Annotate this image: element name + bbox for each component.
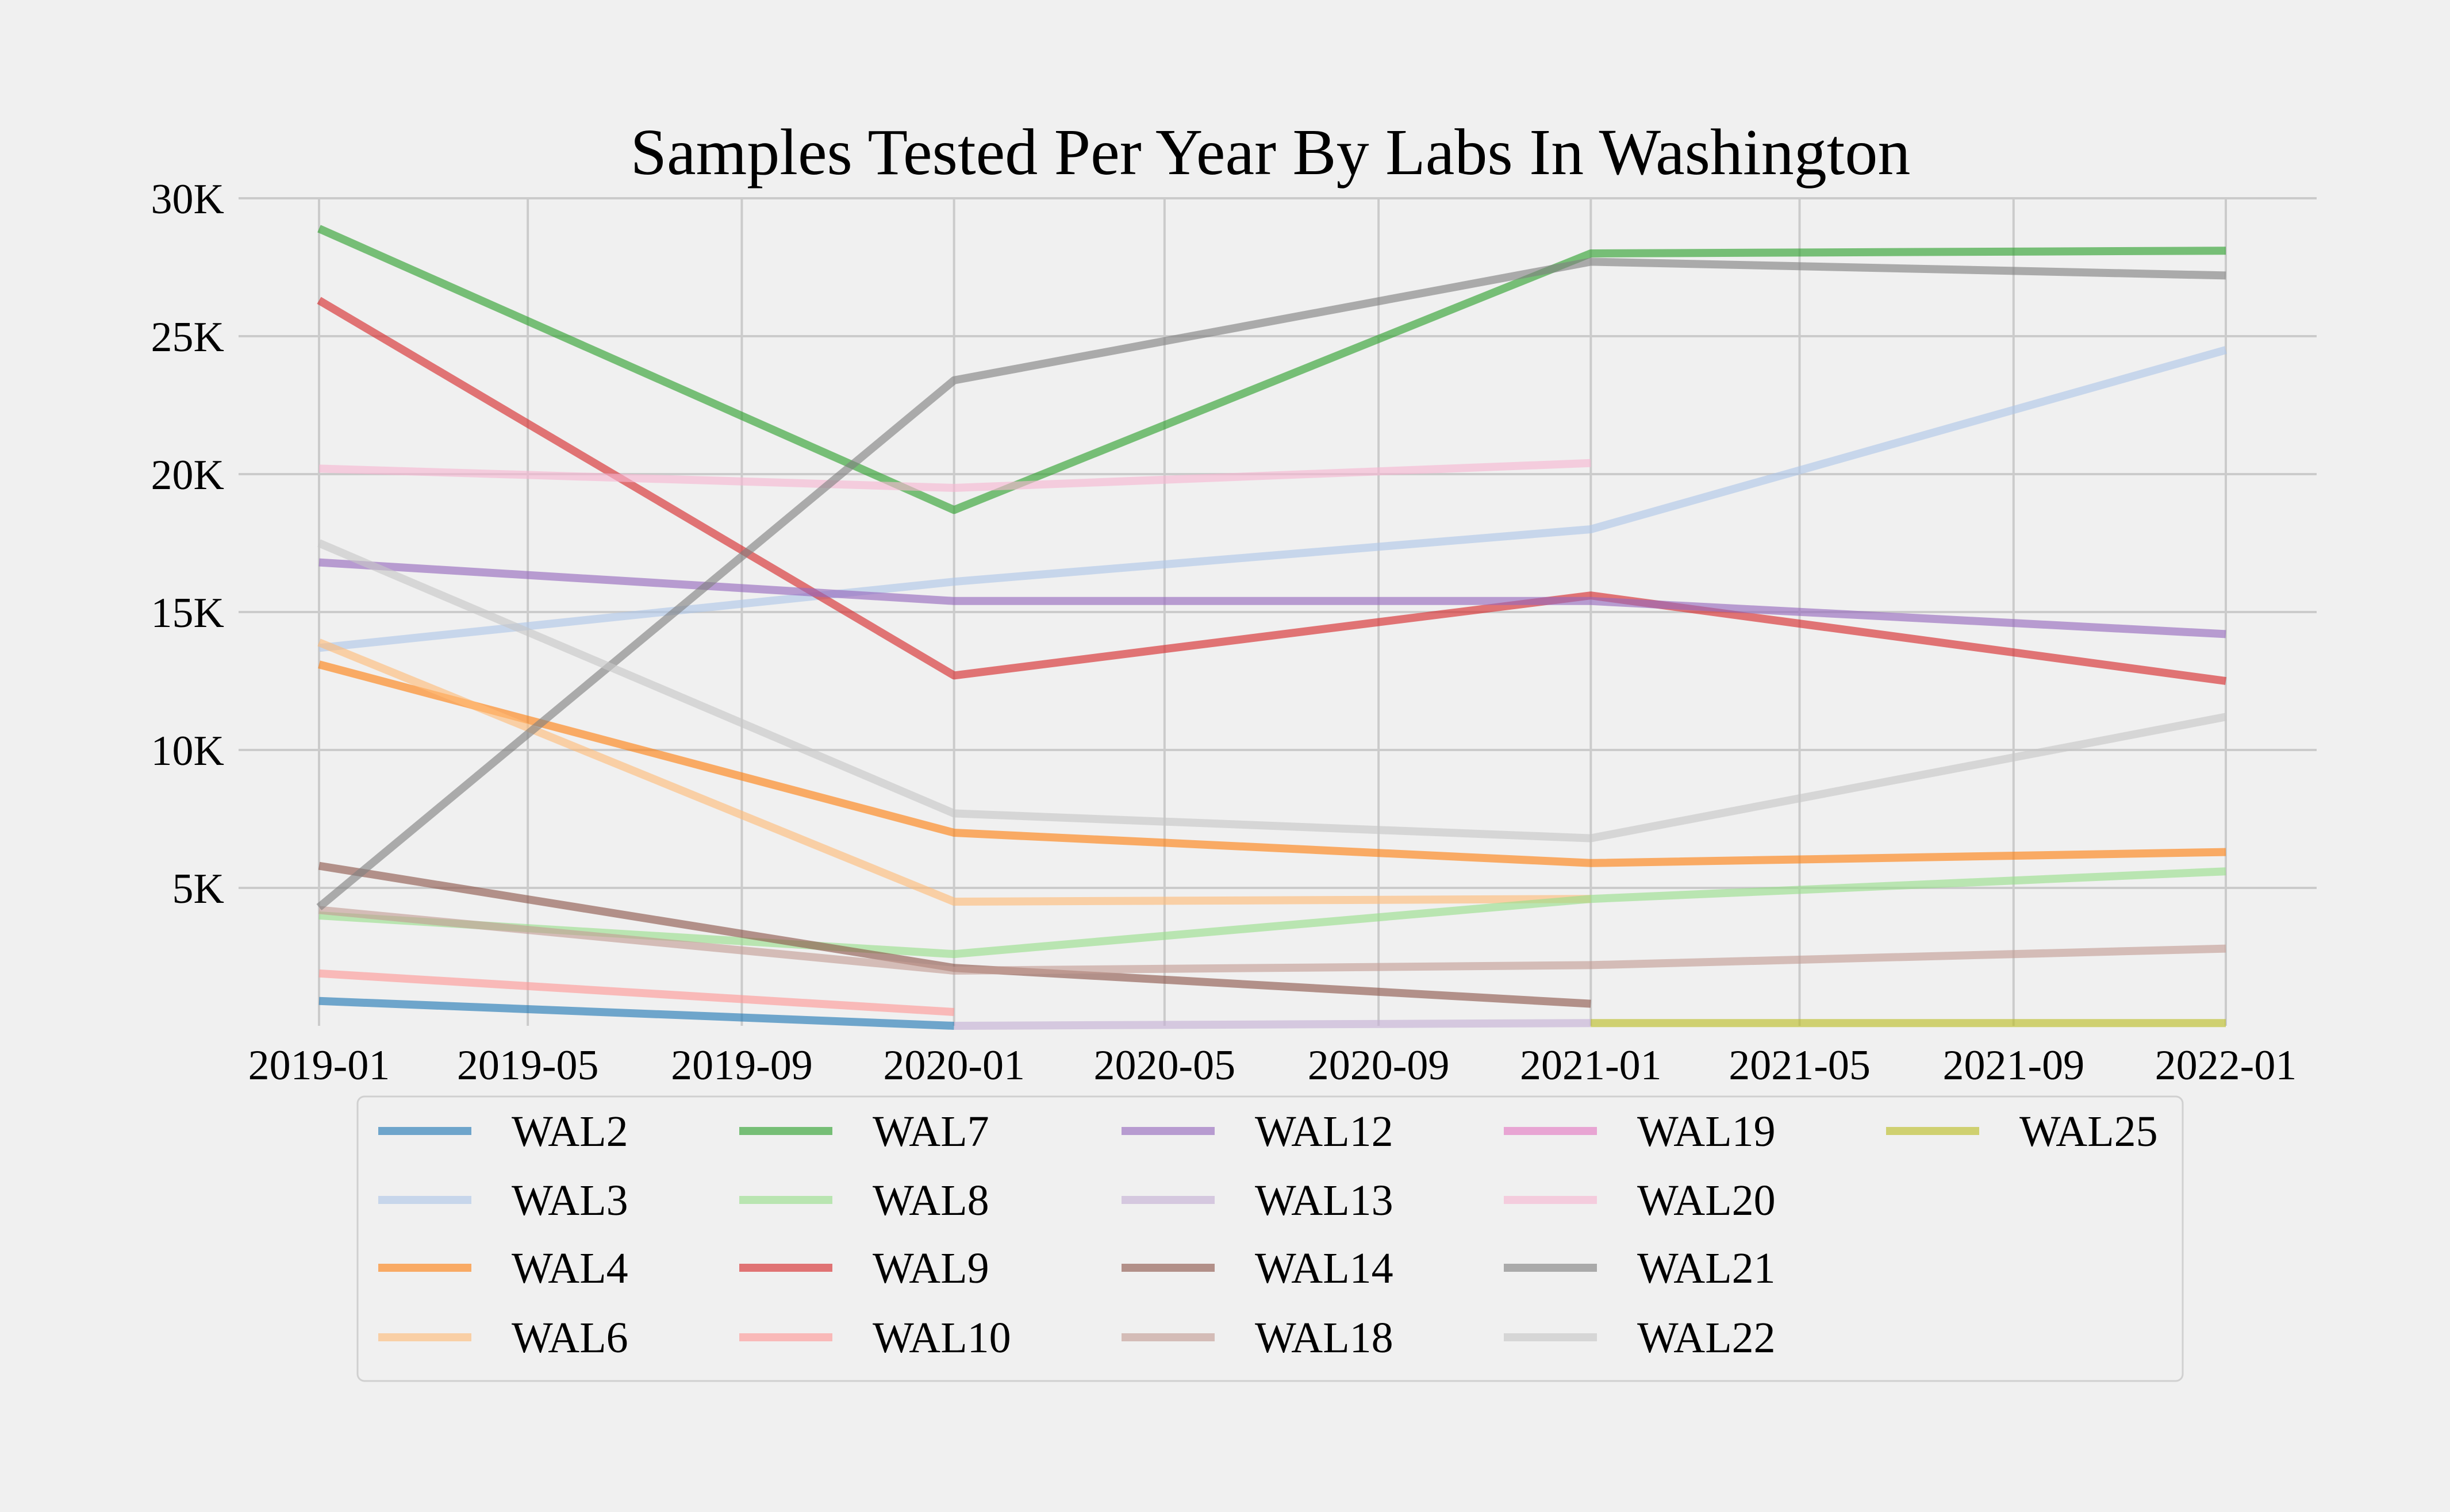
legend-box [356,1095,2184,1382]
series-line-wal18 [318,906,2226,975]
series-line-wal12 [318,558,2226,638]
series-line-wal10 [318,969,955,1016]
legend-label-wal14: WAL14 [1255,1244,1393,1292]
legend-label-wal19: WAL19 [1637,1107,1776,1156]
y-tick-label: 15K [151,590,224,637]
x-tick-label: 2021-05 [1729,1042,1871,1089]
y-tick-label: 25K [151,314,224,361]
x-tick-label: 2019-01 [248,1042,390,1089]
x-tick-label: 2021-01 [1520,1042,1662,1089]
legend-label-wal6: WAL6 [512,1314,628,1362]
series-line-wal4 [318,660,2226,867]
legend-label-wal7: WAL7 [873,1107,989,1156]
x-axis-ticks: 2019-01 2019-05 2019-09 2020-01 2020-05 2020-… [248,1042,2297,1089]
legend-label-wal4: WAL4 [512,1244,628,1292]
legend-label-wal10: WAL10 [873,1314,1011,1362]
chart-title: Samples Tested Per Year By Labs In Washi… [631,116,1911,188]
x-tick-label: 2020-09 [1308,1042,1450,1089]
x-tick-label: 2022-01 [2155,1042,2297,1089]
legend-label-wal12: WAL12 [1255,1107,1393,1156]
x-tick-label: 2020-05 [1094,1042,1236,1089]
y-axis-ticks: 5K 10K 15K 20K 25K 30K [151,176,224,913]
series-line-wal13 [954,1019,1591,1030]
legend-label-wal2: WAL2 [512,1107,628,1156]
series-line-wal21 [316,257,2226,910]
legend-label-wal22: WAL22 [1637,1314,1776,1362]
legend-label-wal8: WAL8 [873,1176,989,1225]
x-tick-label: 2020-01 [883,1042,1025,1089]
y-tick-label: 30K [151,176,224,223]
legend: WAL2 WAL3 WAL4 WAL6 WAL7 WAL8 WAL9 WAL10 WAL12 WA… [356,1095,2184,1382]
series-line-wal7 [317,225,2226,514]
x-tick-label: 2019-09 [671,1042,813,1089]
legend-label-wal3: WAL3 [512,1176,628,1225]
legend-label-wal9: WAL9 [873,1244,989,1292]
legend-label-wal20: WAL20 [1637,1176,1776,1225]
legend-label-wal18: WAL18 [1255,1314,1393,1362]
series-line-wal22 [317,539,2227,842]
series-line-wal3 [318,346,2227,652]
y-tick-label: 10K [151,728,224,775]
series-line-wal20 [318,459,1591,492]
series-lines [316,225,2227,1030]
series-line-wal9 [317,297,2226,685]
legend-label-wal13: WAL13 [1255,1176,1393,1225]
series-line-wal8 [318,867,2226,959]
x-tick-label: 2019-05 [457,1042,599,1089]
x-tick-label: 2021-09 [1942,1042,2084,1089]
legend-label-wal21: WAL21 [1637,1244,1776,1292]
y-tick-label: 5K [172,865,224,913]
y-tick-label: 20K [151,452,224,499]
legend-label-wal25: WAL25 [2019,1107,2158,1156]
series-line-wal2 [318,997,954,1030]
